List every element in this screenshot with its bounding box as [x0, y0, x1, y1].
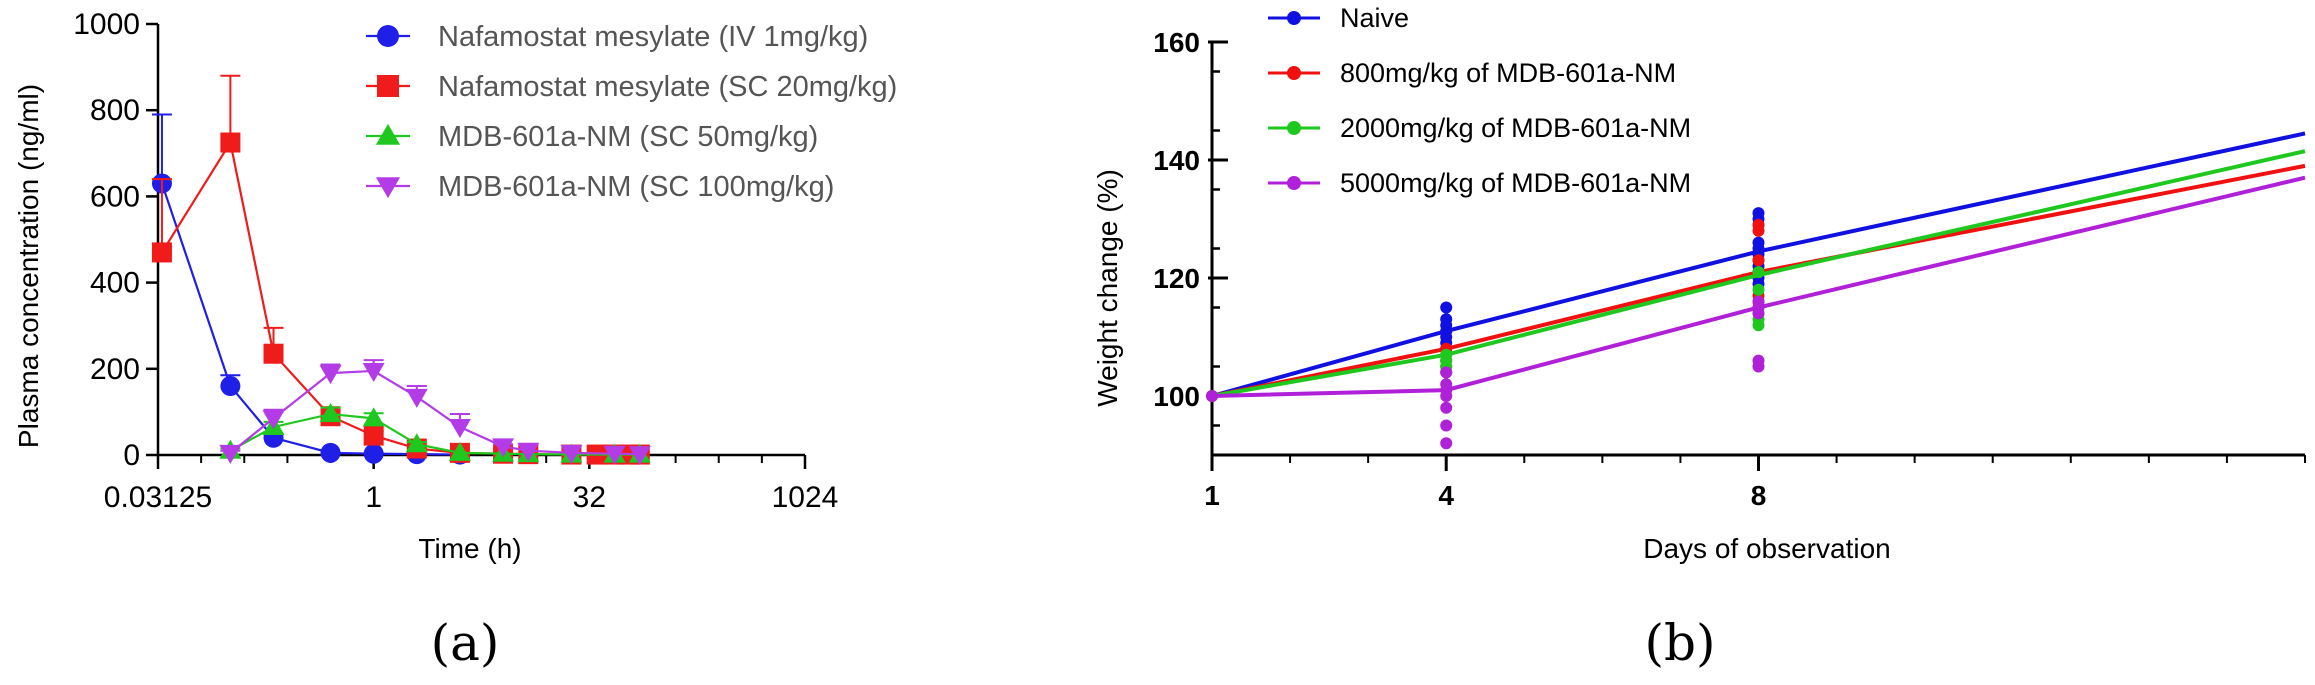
chart-b-series-2-point — [1752, 266, 1765, 279]
chart-b-legend-0-marker — [1287, 11, 1301, 25]
chart-a-legend-3-label: MDB-601a-NM (SC 100mg/kg) — [438, 171, 834, 203]
chart-a-y-tick-label: 400 — [90, 267, 140, 300]
chart-a-x-tick-label: 32 — [573, 481, 606, 514]
chart-b-legend-1-marker — [1287, 66, 1301, 80]
chart-b-series-1-point — [1752, 224, 1765, 237]
chart-a-series-3-point — [492, 438, 515, 458]
chart-b-series-0-line — [1211, 131, 2306, 398]
chart-b-series-3-point — [1440, 437, 1453, 450]
chart-b-legend-2-label: 2000mg/kg of MDB-601a-NM — [1340, 113, 1691, 143]
chart-a-series-2-point — [405, 433, 428, 453]
chart-a-series-3-point — [219, 444, 242, 464]
chart-a-legend-3-marker — [375, 177, 401, 199]
chart-b-x-tick-label: 8 — [1751, 480, 1767, 511]
chart-a-series-0 — [151, 113, 470, 465]
chart-b-series-1-point — [1752, 254, 1765, 267]
chart-a-series-3-point — [517, 442, 540, 462]
chart-b-series-0-point — [1440, 301, 1453, 314]
chart-b-legend-0-label: Naive — [1340, 3, 1409, 33]
chart-a: (a) Time (h) Plasma concentration (ng/ml… — [13, 8, 897, 672]
chart-a-x-tick-label: 1 — [365, 481, 382, 514]
chart-a-series-1-point — [220, 132, 241, 153]
chart-a-y-tick-label: 200 — [90, 353, 140, 386]
chart-b-y-tick-label: 120 — [1153, 263, 1200, 294]
chart-a-x-tick-label: 1024 — [772, 481, 839, 514]
chart-a-legend-0-marker — [377, 25, 399, 47]
chart-b-series-3-point — [1440, 401, 1453, 414]
chart-a-y-tick-label: 800 — [90, 94, 140, 127]
chart-b-xlabel: Days of observation — [1643, 533, 1890, 564]
chart-a-ylabel: Plasma concentration (ng/ml) — [13, 84, 44, 448]
chart-a-y-tick-label: 0 — [123, 439, 140, 472]
chart-a-series-0-point — [320, 442, 341, 463]
chart-b-y-tick-label: 100 — [1153, 381, 1200, 412]
chart-a-series-3-point — [362, 362, 385, 382]
chart-b-series-2-line — [1211, 149, 2306, 398]
chart-a-series-2-point — [448, 441, 471, 461]
chart-a-legend-2-label: MDB-601a-NM (SC 50mg/kg) — [438, 121, 818, 153]
chart-b-legend-3-label: 5000mg/kg of MDB-601a-NM — [1340, 168, 1691, 198]
chart-a-series-0-line — [160, 183, 460, 456]
chart-a-y-tick-label: 1000 — [73, 8, 140, 41]
chart-a-series-3-point — [448, 418, 471, 438]
chart-b-series-3-point — [1206, 390, 1218, 402]
chart-b-x-tick-label: 1 — [1204, 480, 1220, 511]
chart-a-legend-2-marker — [375, 123, 401, 145]
chart-b-series-3 — [1206, 175, 2306, 450]
chart-a-series-0-point — [363, 443, 384, 464]
chart-a-series-3 — [219, 359, 651, 466]
chart-b-series-3-point — [1440, 419, 1453, 432]
chart-a-legend-1-marker — [377, 75, 399, 97]
chart-a-series-3-point — [405, 388, 428, 408]
chart-a-xlabel: Time (h) — [418, 533, 521, 564]
chart-a-series-2-point — [319, 403, 342, 423]
chart-a-x-tick-label: 0.03125 — [104, 481, 212, 514]
panel-label-a: (a) — [431, 614, 500, 672]
chart-b-series-1-line — [1211, 163, 2306, 398]
chart-b-series-3-point — [1440, 390, 1453, 402]
chart-a-series-3-point — [262, 410, 285, 430]
chart-b-legend-2-marker — [1287, 121, 1301, 135]
chart-b-legend-3-marker — [1287, 176, 1301, 190]
chart-b-series-2-point — [1752, 319, 1765, 332]
chart-a-series-3-point — [560, 444, 583, 464]
chart-a-series-1-point — [263, 343, 284, 364]
chart-b-series-3-line — [1211, 175, 2306, 398]
chart-b-y-tick-label: 140 — [1153, 145, 1200, 176]
chart-b-series-2-point — [1752, 283, 1765, 296]
chart-a-series-1-point — [363, 425, 384, 446]
chart-a-legend-0-label: Nafamostat mesylate (IV 1mg/kg) — [438, 21, 868, 53]
chart-b-series-3-point — [1440, 366, 1453, 379]
chart-b-legend-1-label: 800mg/kg of MDB-601a-NM — [1340, 58, 1676, 88]
chart-a-y-tick-label: 600 — [90, 180, 140, 213]
chart-a-series-3-point — [603, 445, 626, 465]
chart-a-series-3-point — [319, 365, 342, 385]
chart-b-x-tick-label: 4 — [1438, 480, 1454, 511]
chart-a-legend-1-label: Nafamostat mesylate (SC 20mg/kg) — [438, 71, 897, 103]
chart-a-series-2-point — [362, 407, 385, 427]
chart-a-series-3-point — [628, 446, 651, 466]
chart-b-ylabel: Weight change (%) — [1092, 169, 1123, 407]
chart-b: (b) Days of observation Weight change (%… — [1092, 3, 2306, 672]
chart-a-series-0-point — [220, 376, 241, 397]
chart-a-series-1-point — [151, 242, 172, 263]
panel-label-b: (b) — [1644, 614, 1715, 672]
chart-b-series-3-point — [1752, 307, 1765, 320]
chart-b-series-3-point — [1752, 360, 1765, 373]
chart-b-y-tick-label: 160 — [1153, 27, 1200, 58]
